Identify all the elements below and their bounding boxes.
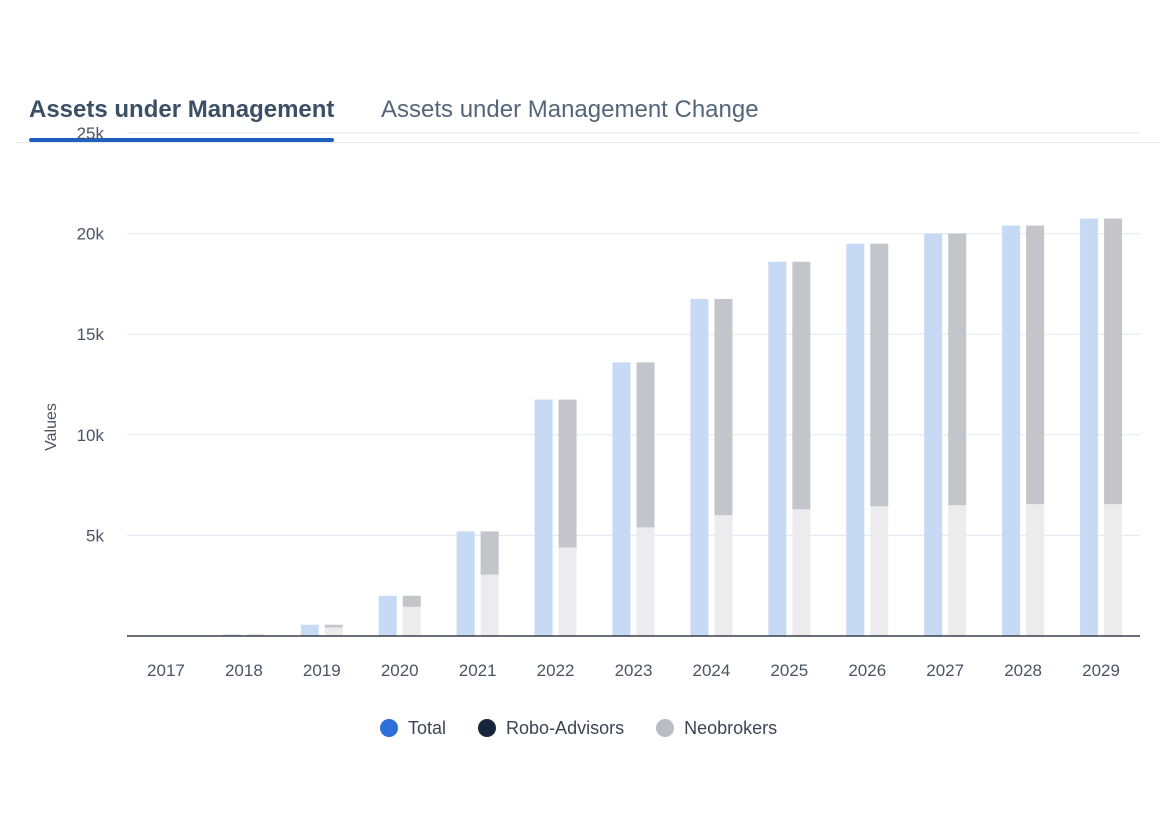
x-tick-label: 2019 xyxy=(303,661,341,680)
bar-neobrokers xyxy=(792,261,811,510)
bar-total xyxy=(378,595,397,636)
bars xyxy=(144,218,1123,636)
x-tick-label: 2018 xyxy=(225,661,263,680)
y-tick-label: 25k xyxy=(77,124,105,143)
bar-total xyxy=(924,233,943,636)
x-tick-label: 2024 xyxy=(693,661,731,680)
bar-robo-advisors xyxy=(480,574,499,636)
tab-assets-under-management[interactable]: Assets under Management xyxy=(29,96,335,142)
legend-item-robo-advisors[interactable]: Robo-Advisors xyxy=(478,718,624,739)
legend-swatch-icon xyxy=(478,719,497,737)
legend-item-neobrokers[interactable]: Neobrokers xyxy=(656,718,777,739)
bar-robo-advisors xyxy=(636,527,655,636)
bar-total xyxy=(456,531,475,636)
bar-robo-advisors xyxy=(870,506,889,636)
y-axis-ticks: 5k 10k 15k 20k 25k xyxy=(77,124,105,545)
bar-neobrokers xyxy=(1104,218,1123,505)
x-tick-label: 2029 xyxy=(1082,661,1120,680)
bar-total xyxy=(534,399,553,636)
bar-total xyxy=(612,362,631,636)
bar-neobrokers xyxy=(1026,225,1045,505)
gridlines xyxy=(127,132,1140,536)
legend-swatch-icon xyxy=(656,719,675,737)
tab-bar: Assets under Management Assets under Man… xyxy=(16,84,1160,143)
x-tick-label: 2020 xyxy=(381,661,419,680)
bar-total xyxy=(222,634,241,636)
bar-robo-advisors xyxy=(714,515,733,636)
bar-neobrokers xyxy=(714,298,733,516)
bar-neobrokers xyxy=(636,362,655,528)
bar-neobrokers xyxy=(558,399,577,548)
bar-total xyxy=(690,298,709,636)
bar-total xyxy=(1002,225,1021,636)
bar-neobrokers xyxy=(948,233,967,506)
bar-robo-advisors xyxy=(1104,504,1123,636)
y-tick-label: 10k xyxy=(77,426,105,445)
x-tick-label: 2025 xyxy=(770,661,808,680)
legend-label: Robo-Advisors xyxy=(506,717,625,738)
bar-robo-advisors xyxy=(948,505,967,636)
legend: Total Robo-Advisors Neobrokers xyxy=(380,716,809,740)
x-tick-label: 2023 xyxy=(615,661,653,680)
bar-robo-advisors xyxy=(324,627,343,636)
bar-robo-advisors xyxy=(558,547,577,636)
y-axis-title: Values xyxy=(43,403,60,451)
x-tick-label: 2027 xyxy=(926,661,964,680)
x-tick-label: 2026 xyxy=(848,661,886,680)
legend-swatch-icon xyxy=(380,719,398,737)
bar-neobrokers xyxy=(870,243,889,507)
bar-total xyxy=(768,261,787,636)
x-tick-label: 2022 xyxy=(537,661,575,680)
legend-item-total[interactable]: Total xyxy=(380,718,446,739)
x-tick-label: 2021 xyxy=(459,661,497,680)
bar-neobrokers xyxy=(324,624,343,628)
x-axis-ticks: 2017 2018 2019 2020 2021 2022 2023 2024 2025 2026… xyxy=(147,661,1120,680)
x-tick-label: 2028 xyxy=(1004,661,1042,680)
tab-assets-under-management-change[interactable]: Assets under Management Change xyxy=(381,96,759,123)
bar-total xyxy=(846,243,865,636)
legend-label: Total xyxy=(408,717,447,738)
bar-total xyxy=(300,624,319,636)
y-tick-label: 15k xyxy=(77,325,105,344)
bar-neobrokers xyxy=(480,531,499,575)
y-tick-label: 5k xyxy=(86,526,104,545)
bar-robo-advisors xyxy=(402,606,421,636)
y-tick-label: 20k xyxy=(77,225,105,244)
bar-neobrokers xyxy=(402,595,421,607)
bar-robo-advisors xyxy=(792,509,811,636)
bar-total xyxy=(1080,218,1099,636)
legend-label: Neobrokers xyxy=(684,717,778,738)
x-tick-label: 2017 xyxy=(147,661,185,680)
bar-robo-advisors xyxy=(1026,504,1045,636)
